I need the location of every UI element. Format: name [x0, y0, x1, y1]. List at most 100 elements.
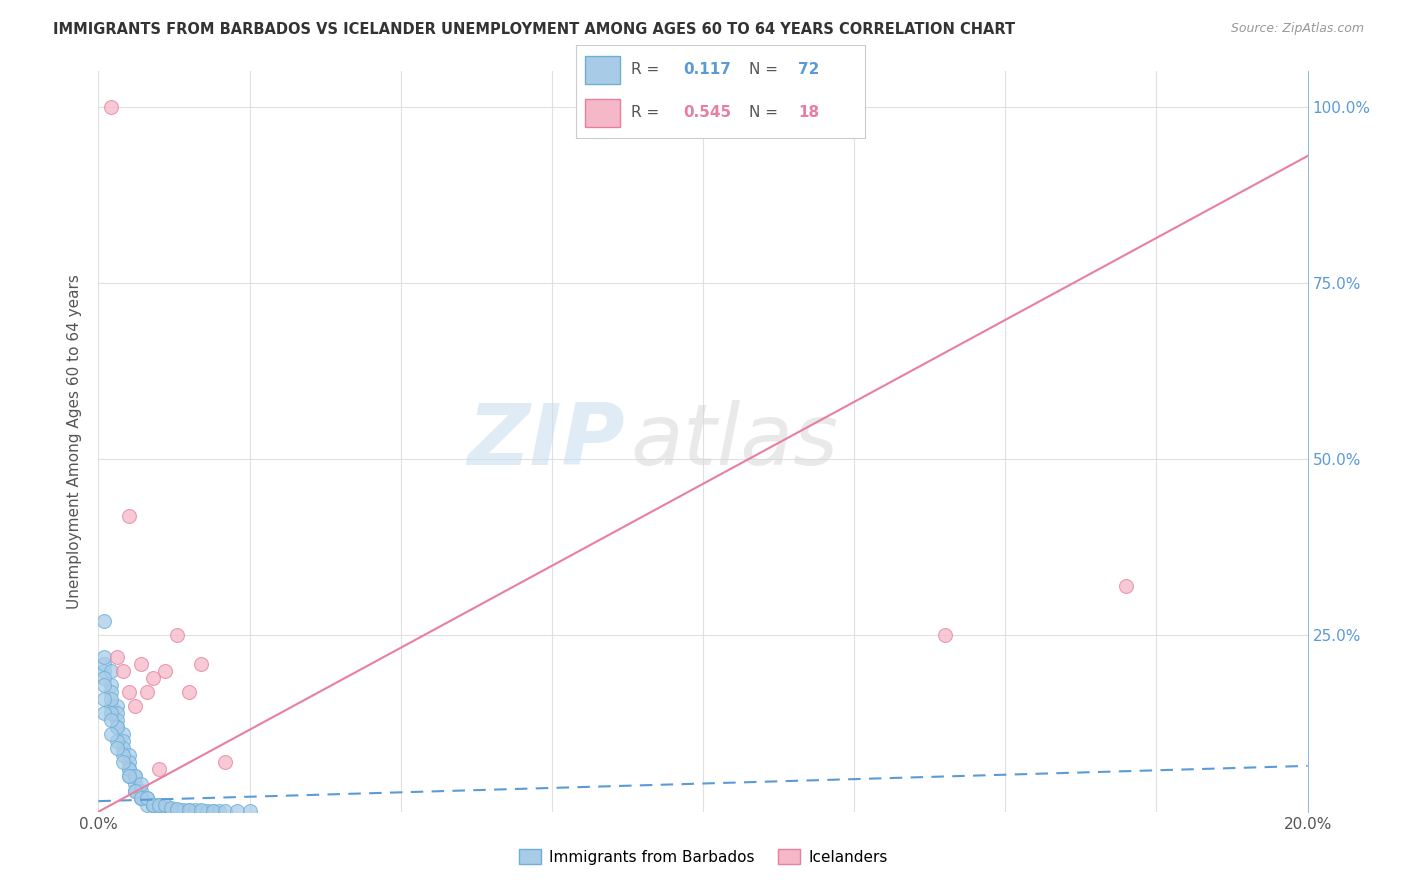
Point: [105, 698, 128, 713]
Point: [118, 763, 141, 777]
Point: [118, 748, 141, 763]
Point: [129, 776, 152, 790]
Point: [124, 783, 146, 797]
Point: [93, 678, 115, 692]
Text: 0.545: 0.545: [683, 105, 731, 120]
Point: [148, 801, 170, 815]
Point: [118, 756, 141, 770]
Point: [179, 685, 201, 699]
Point: [179, 803, 201, 817]
Point: [100, 685, 122, 699]
Point: [100, 727, 122, 741]
Point: [129, 790, 152, 805]
Point: [153, 797, 176, 812]
Point: [166, 803, 188, 817]
Point: [160, 802, 183, 816]
Point: [190, 804, 212, 818]
Point: [153, 664, 176, 678]
Point: [172, 803, 194, 817]
Point: [129, 790, 152, 805]
Point: [111, 727, 134, 741]
Point: [100, 692, 122, 706]
Bar: [585, 56, 620, 84]
Text: ZIP: ZIP: [467, 400, 624, 483]
Point: [148, 797, 170, 812]
Point: [93, 671, 115, 685]
Text: 18: 18: [799, 105, 820, 120]
Point: [124, 776, 146, 790]
Point: [93, 664, 115, 678]
Point: [124, 783, 146, 797]
Point: [1115, 579, 1137, 593]
Point: [111, 664, 134, 678]
Point: [105, 706, 128, 720]
Point: [105, 713, 128, 727]
Point: [142, 797, 165, 812]
Point: [105, 734, 128, 748]
Legend: Immigrants from Barbados, Icelanders: Immigrants from Barbados, Icelanders: [512, 843, 894, 871]
Point: [118, 763, 141, 777]
Point: [111, 741, 134, 756]
Point: [118, 769, 141, 783]
Point: [202, 804, 225, 818]
Text: 0.117: 0.117: [683, 62, 731, 78]
Point: [214, 804, 236, 818]
Point: [124, 769, 146, 783]
Point: [111, 748, 134, 763]
Point: [93, 615, 115, 629]
Text: R =: R =: [631, 105, 665, 120]
Point: [135, 790, 157, 805]
Point: [105, 741, 128, 756]
Text: N =: N =: [749, 105, 783, 120]
Point: [166, 628, 188, 642]
Point: [148, 797, 170, 812]
Point: [214, 756, 236, 770]
Point: [111, 756, 134, 770]
Point: [135, 797, 157, 812]
Point: [179, 803, 201, 817]
Point: [93, 706, 115, 720]
Point: [105, 649, 128, 664]
Point: [111, 734, 134, 748]
Point: [129, 657, 152, 671]
Point: [153, 801, 176, 815]
Point: [105, 720, 128, 734]
Point: [190, 657, 212, 671]
Point: [148, 763, 170, 777]
Point: [100, 100, 122, 114]
Point: [934, 628, 956, 642]
Point: [100, 713, 122, 727]
Point: [239, 804, 262, 818]
Point: [184, 803, 207, 817]
Point: [118, 769, 141, 783]
Point: [118, 685, 141, 699]
Point: [124, 769, 146, 783]
Point: [93, 692, 115, 706]
Point: [160, 801, 183, 815]
Point: [190, 803, 212, 817]
Bar: [585, 99, 620, 127]
Point: [129, 790, 152, 805]
Point: [813, 100, 835, 114]
Text: 72: 72: [799, 62, 820, 78]
Point: [142, 797, 165, 812]
Point: [135, 685, 157, 699]
Point: [100, 698, 122, 713]
Y-axis label: Unemployment Among Ages 60 to 64 years: Unemployment Among Ages 60 to 64 years: [67, 274, 83, 609]
Point: [100, 664, 122, 678]
Point: [202, 804, 225, 818]
Point: [105, 720, 128, 734]
Point: [100, 706, 122, 720]
Point: [142, 797, 165, 812]
Point: [118, 508, 141, 523]
Point: [129, 783, 152, 797]
Text: Source: ZipAtlas.com: Source: ZipAtlas.com: [1230, 22, 1364, 36]
Point: [195, 804, 218, 818]
Point: [135, 790, 157, 805]
Point: [166, 802, 188, 816]
Point: [100, 678, 122, 692]
Point: [93, 649, 115, 664]
Point: [208, 804, 231, 818]
Text: N =: N =: [749, 62, 783, 78]
Point: [124, 698, 146, 713]
